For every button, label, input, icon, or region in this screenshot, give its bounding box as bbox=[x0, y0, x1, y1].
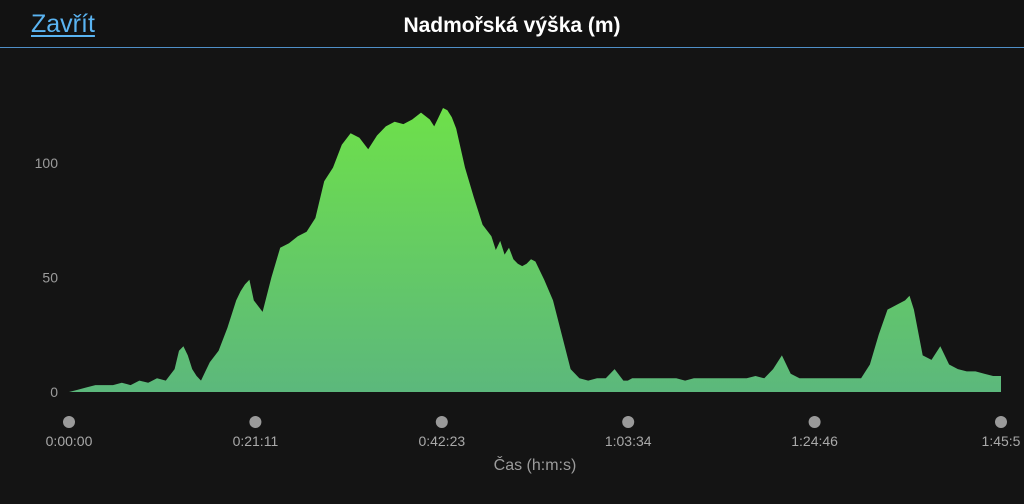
x-tick-label: 0:00:00 bbox=[46, 433, 93, 449]
x-tick-label: 1:03:34 bbox=[605, 433, 652, 449]
page-title: Nadmořská výška (m) bbox=[403, 14, 621, 37]
y-tick-label: 50 bbox=[42, 270, 58, 286]
x-axis-marker-dot bbox=[63, 416, 75, 428]
x-tick-label: 0:42:23 bbox=[418, 433, 465, 449]
x-axis-marker-dot bbox=[622, 416, 635, 428]
x-tick-label: 1:45:5 bbox=[982, 433, 1021, 449]
x-tick-label: 1:24:46 bbox=[791, 433, 838, 449]
x-axis-marker-dot bbox=[808, 416, 821, 428]
elevation-area bbox=[69, 108, 1001, 392]
elevation-chart: 0 50 100 0:00:00 0:21:11 0:42:23 1:03:34 1:24:… bbox=[35, 108, 1021, 474]
x-axis-marker-dot bbox=[435, 416, 448, 428]
close-link[interactable]: Zavřít bbox=[31, 10, 95, 38]
x-axis-label: Čas (h:m:s) bbox=[494, 455, 577, 474]
y-tick-label: 100 bbox=[35, 155, 59, 171]
y-tick-label: 0 bbox=[50, 384, 58, 400]
x-axis-markers bbox=[63, 416, 1007, 428]
x-axis: 0:00:00 0:21:11 0:42:23 1:03:34 1:24:46 1:45:… bbox=[46, 433, 1021, 449]
x-axis-marker-dot bbox=[249, 416, 262, 428]
x-tick-label: 0:21:11 bbox=[233, 433, 279, 449]
x-axis-marker-dot bbox=[995, 416, 1007, 428]
top-bar: Zavřít Nadmořská výška (m) bbox=[0, 0, 1024, 48]
y-axis: 0 50 100 bbox=[35, 155, 59, 400]
